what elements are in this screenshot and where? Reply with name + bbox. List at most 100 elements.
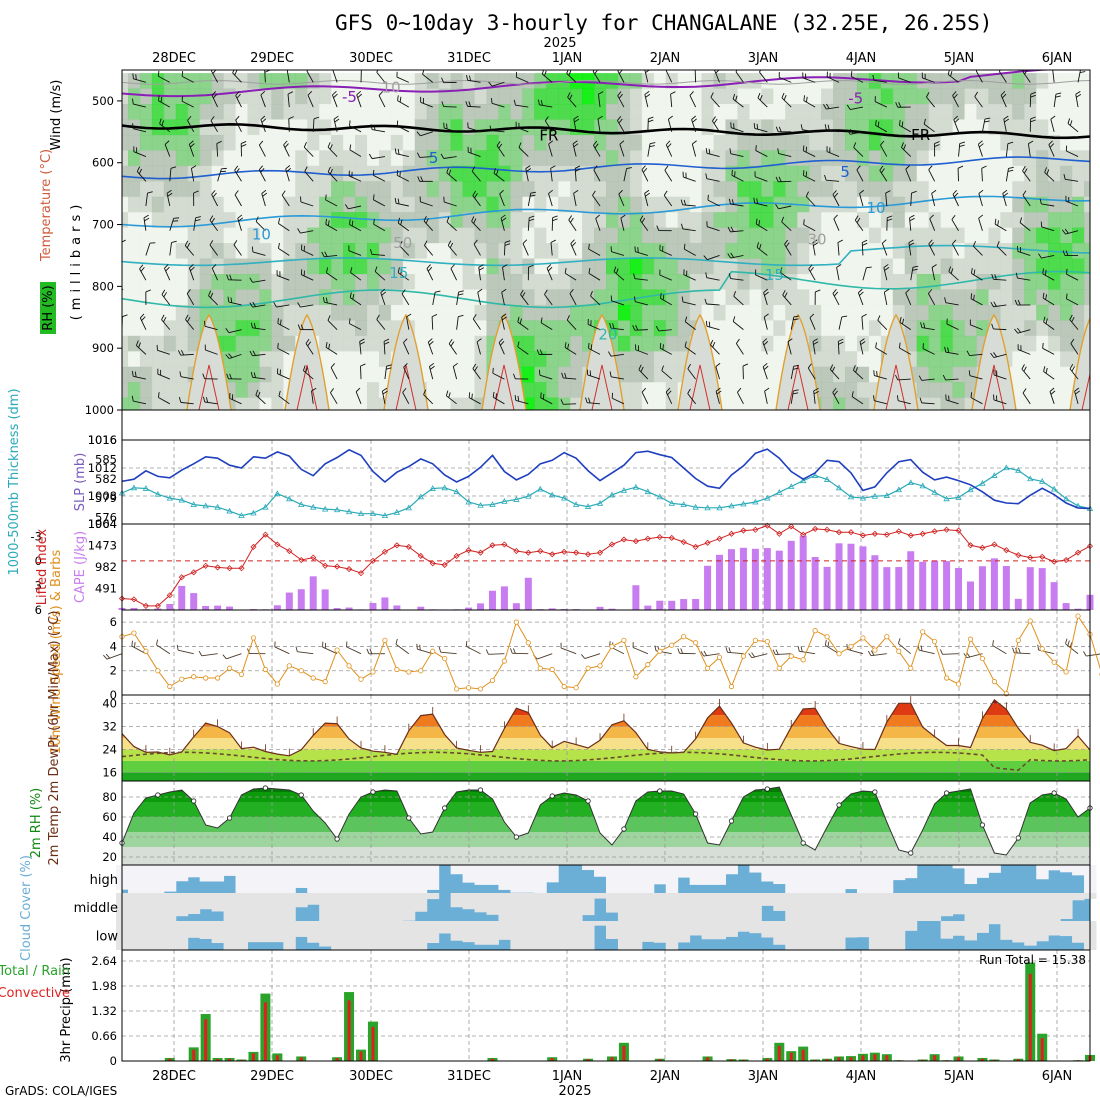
wind-barb-flag	[909, 214, 915, 219]
wind-barb	[466, 645, 481, 655]
wind-barb-flag	[330, 388, 335, 393]
wind-barb	[635, 349, 648, 355]
rh-cell	[940, 119, 954, 136]
rh-cell	[223, 335, 237, 352]
rh-cell	[641, 181, 655, 198]
rh-cell	[450, 150, 464, 167]
rh-cell	[665, 165, 679, 182]
wind-barb-flag	[284, 143, 289, 148]
wind-barb	[122, 131, 123, 132]
wind-barb-flag	[755, 218, 758, 225]
rh-cell	[271, 274, 284, 291]
wind-point	[394, 666, 400, 673]
rh-cell	[462, 243, 476, 260]
rh-cell	[139, 227, 153, 244]
wind-point	[573, 685, 579, 691]
wind-barb-flag	[211, 217, 215, 223]
rh-cell	[307, 88, 320, 105]
rh-cell	[904, 73, 918, 90]
wind-barb-flag	[763, 365, 769, 370]
wind-barb	[730, 230, 744, 233]
wind-barb	[588, 347, 601, 355]
rh-cell	[677, 73, 691, 90]
rh-cell	[653, 335, 667, 352]
wind-barb-flag	[474, 193, 478, 199]
rh-cell	[964, 258, 978, 275]
wind-barb-flag	[994, 218, 997, 225]
wind-barb-flag	[305, 338, 310, 344]
rh-cell	[1084, 212, 1090, 229]
wind-barb-flag	[1061, 229, 1066, 235]
wind-barb-flag	[478, 267, 485, 271]
rh-cell	[1072, 212, 1085, 229]
rh-cell	[343, 304, 356, 321]
rh-cell	[952, 165, 966, 182]
wind-barb-flag	[402, 387, 407, 393]
wind-barb-flag	[112, 390, 114, 395]
surface-heating-core	[198, 364, 220, 410]
rh-cell	[629, 382, 643, 399]
cape-bar	[309, 576, 317, 610]
rh-cell	[809, 212, 822, 229]
rh-cell	[1036, 274, 1049, 291]
rh-cell	[355, 304, 368, 321]
temp-tick: 16	[102, 765, 117, 779]
wind-barb-flag	[211, 91, 217, 96]
wind-barb	[784, 244, 792, 256]
rh-cell	[534, 304, 547, 321]
wind-barb	[397, 272, 410, 281]
pressure-tick: 900	[92, 341, 114, 355]
cloud-cell	[402, 893, 416, 921]
wind-barb-flag	[972, 241, 976, 247]
cloud-cell	[1036, 921, 1049, 942]
rh-cell	[378, 243, 392, 260]
cape-bar	[1050, 582, 1058, 610]
wind-barb-flag	[613, 266, 617, 272]
wind-barb-flag	[164, 264, 169, 269]
li-tick: -3	[31, 529, 42, 543]
rh-cell	[880, 274, 894, 291]
cape-bar	[978, 566, 986, 610]
wind-barb	[373, 223, 386, 232]
rh-cell	[976, 274, 990, 291]
rh-cell	[122, 243, 129, 260]
rh-cell	[426, 304, 440, 321]
wind-barb-flag	[458, 290, 464, 293]
rh-cell	[594, 181, 607, 198]
rh-cell	[809, 196, 822, 213]
cloud-cell	[594, 865, 607, 877]
rh-cell	[689, 227, 703, 244]
wind-barb-flag	[1039, 198, 1042, 205]
wind-barb	[180, 353, 194, 356]
rh-cell	[283, 212, 296, 229]
wind-barb	[403, 342, 410, 355]
cape-bar	[393, 605, 401, 610]
cape-bar	[477, 603, 485, 610]
wind-point	[250, 635, 257, 641]
wind-point	[824, 634, 830, 640]
rh-cell	[570, 258, 583, 275]
wind-barb-flag	[216, 140, 222, 144]
wind-barb-flag	[177, 350, 182, 356]
wind-barb	[778, 153, 792, 157]
wind-barb-flag	[422, 70, 425, 75]
rh-cell	[486, 134, 500, 151]
wind-barb	[584, 653, 601, 660]
rh-cell	[1000, 88, 1013, 105]
wind-barb	[546, 268, 553, 281]
li-point	[178, 574, 185, 581]
wind-barb-flag	[166, 189, 172, 194]
rh-cell	[378, 119, 392, 136]
rh-cell	[689, 165, 703, 182]
rh-cell	[761, 165, 774, 182]
rh-cell	[402, 150, 416, 167]
wind-barb-flag	[594, 143, 599, 149]
rh-cell	[295, 73, 308, 90]
rh-cell	[510, 104, 523, 121]
wind-barb-flag	[427, 266, 433, 272]
rh-cell	[904, 274, 918, 291]
thickness-point	[608, 491, 616, 498]
surface-heating	[775, 313, 821, 410]
rh-cell	[594, 196, 607, 213]
rh-cell	[235, 227, 249, 244]
